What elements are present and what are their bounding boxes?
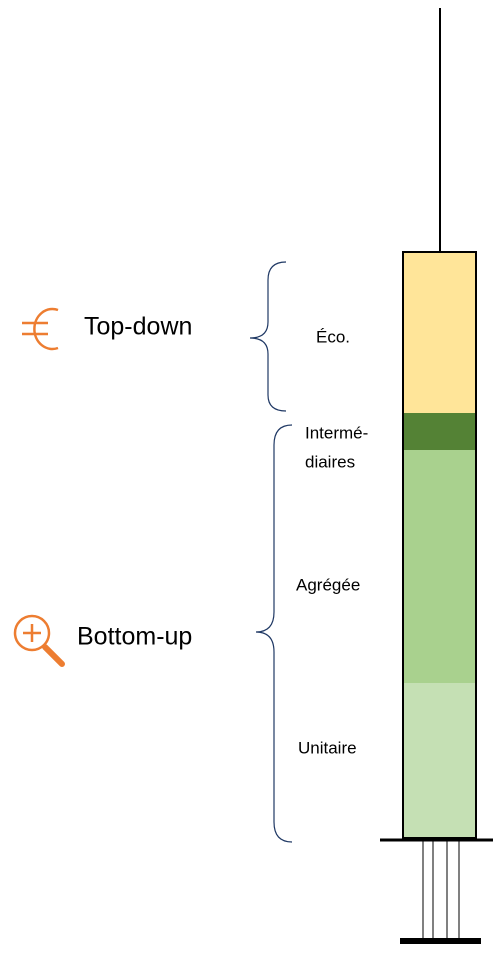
segment-agregee	[403, 450, 476, 683]
bottom-up-label: Bottom-up	[77, 623, 192, 651]
brace-bottom-up	[256, 425, 292, 842]
syringe-diagram: Top-down Bottom-up Éco. Intermé- diaires…	[0, 0, 493, 953]
magnifier-icon	[15, 616, 62, 664]
eco-label: Éco.	[316, 327, 350, 346]
euro-icon	[22, 309, 58, 349]
segment-eco	[403, 252, 476, 413]
agregee-label: Agrégée	[296, 575, 360, 594]
top-down-label: Top-down	[84, 313, 192, 341]
intermediaires-label-2: diaires	[305, 452, 355, 471]
unitaire-label: Unitaire	[298, 738, 357, 757]
plunger-rods	[423, 840, 459, 940]
segment-intermediaires	[403, 413, 476, 450]
brace-top-down	[250, 262, 286, 411]
segment-unitaire	[403, 683, 476, 838]
intermediaires-label-1: Intermé-	[305, 423, 368, 442]
